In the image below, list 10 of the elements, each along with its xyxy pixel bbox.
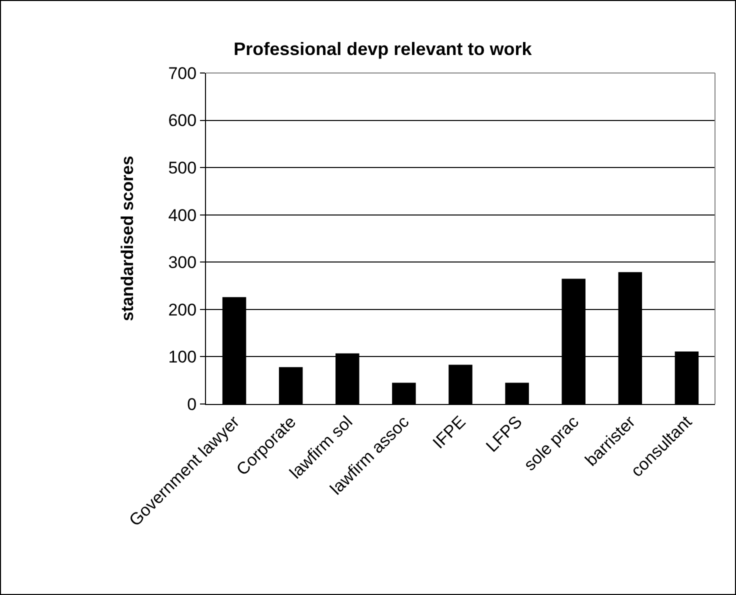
y-tick-label: 0 xyxy=(187,394,197,414)
chart-title: Professional devp relevant to work xyxy=(234,39,533,60)
y-tick-label: 700 xyxy=(168,64,197,83)
y-axis-title: standardised scores xyxy=(118,156,137,322)
y-tick-label: 300 xyxy=(168,253,197,272)
y-tick-label: 600 xyxy=(168,111,197,130)
y-tick-label: 200 xyxy=(168,300,197,320)
y-tick-label: 500 xyxy=(168,158,197,178)
y-tick-label: 400 xyxy=(168,206,197,225)
y-tick-label: 100 xyxy=(168,348,197,367)
